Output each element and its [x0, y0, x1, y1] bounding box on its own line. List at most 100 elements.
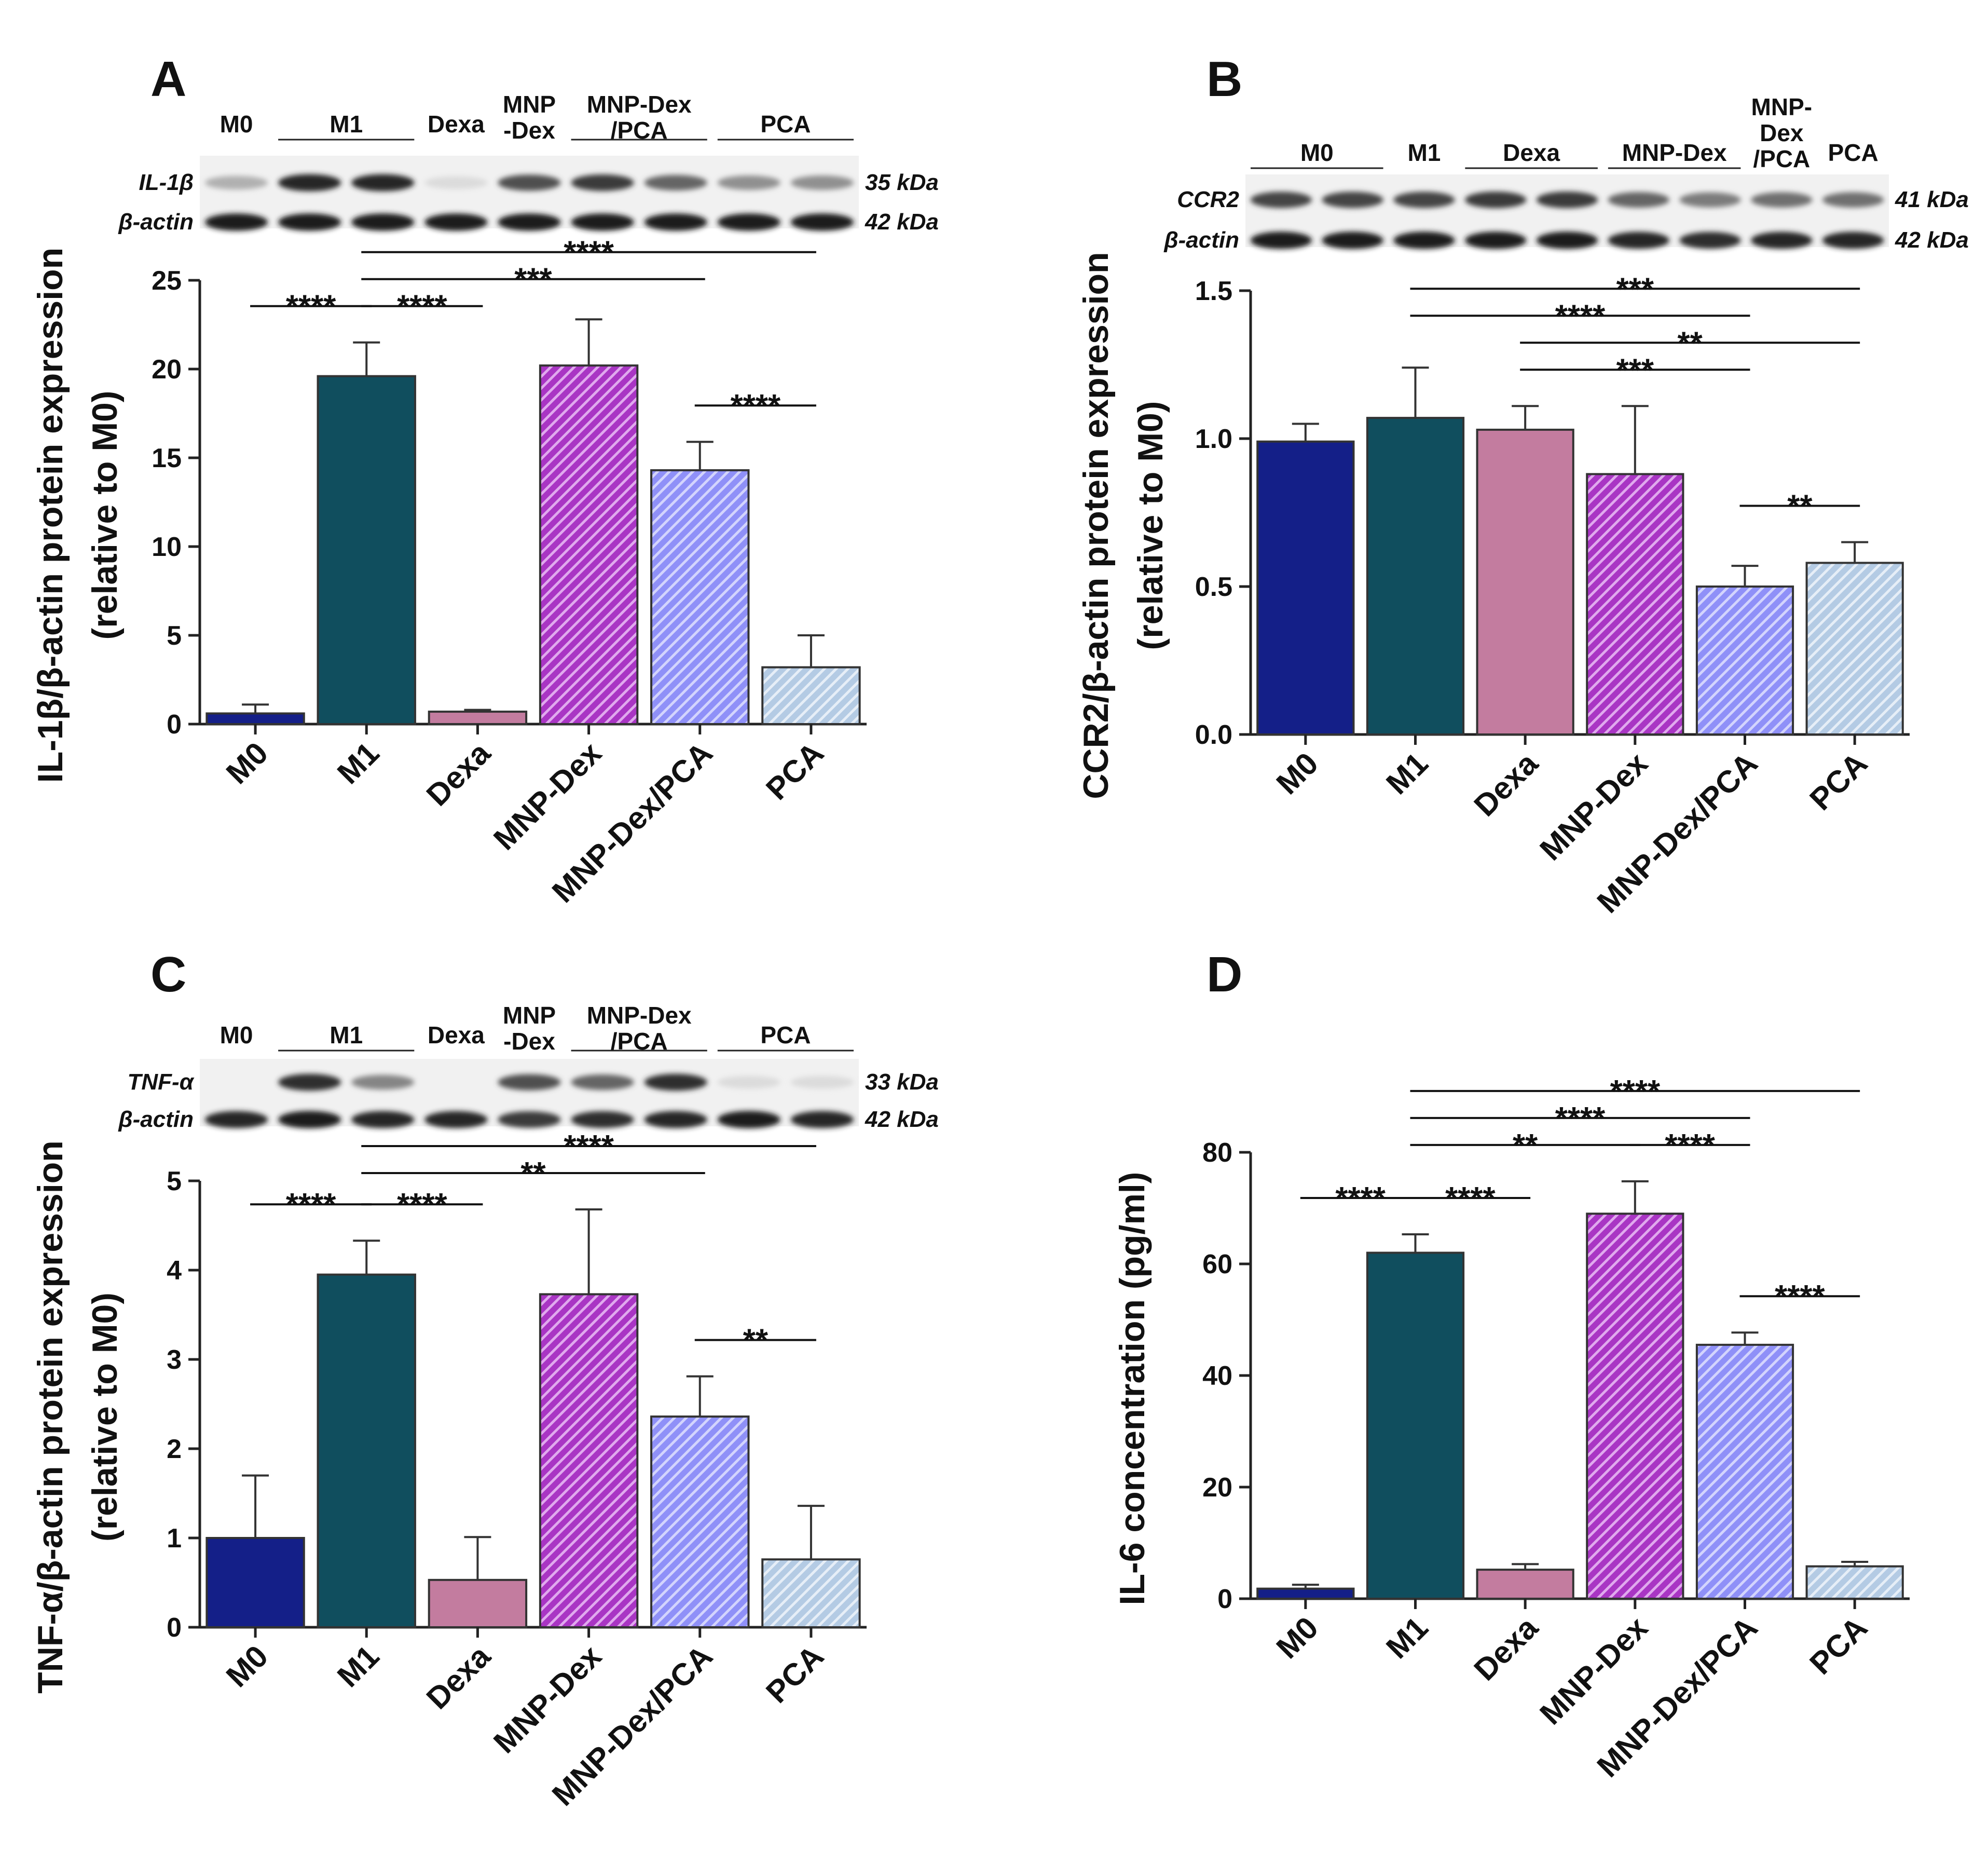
- significance-label: ****: [564, 1129, 614, 1165]
- x-tick-label: PCA: [759, 736, 830, 807]
- blot-band: [278, 213, 341, 231]
- y-tick-label: 0: [167, 710, 182, 740]
- blot-band: [571, 213, 634, 231]
- x-tick-label: PCA: [759, 1639, 830, 1710]
- blot-band: [644, 1073, 707, 1091]
- blot-band: [1608, 192, 1670, 208]
- y-tick-label: 0.0: [1195, 720, 1232, 750]
- bar-pca: [761, 1558, 861, 1629]
- significance-label: ****: [397, 1187, 447, 1223]
- blot-lane-label: PCA: [760, 111, 811, 138]
- bar-dexa: [1476, 428, 1574, 736]
- significance-label: ***: [1616, 352, 1654, 388]
- significance-label: ****: [1445, 1181, 1496, 1217]
- blot-band: [1536, 232, 1598, 249]
- blot-kda-label: 41 kDa: [1895, 187, 1969, 212]
- y-tick-label: 40: [1202, 1361, 1232, 1391]
- y-tick-label: 60: [1202, 1249, 1232, 1279]
- blot-band: [1822, 232, 1884, 249]
- panel-letter: B: [1206, 51, 1242, 107]
- significance-label: **: [1678, 325, 1703, 361]
- blot-protein-label: β-actin: [118, 209, 194, 235]
- blot-band: [1250, 192, 1312, 208]
- bar-mnp-dex-pca: [1695, 1343, 1794, 1600]
- blot-band: [1822, 192, 1884, 208]
- x-tick-label: M0: [220, 1639, 275, 1694]
- blot-band: [717, 213, 781, 231]
- y-tick-label: 25: [152, 266, 182, 296]
- y-tick-label: 20: [1202, 1473, 1232, 1503]
- blot-lane-label: PCA: [1828, 139, 1879, 166]
- panel-a: A 0 5 10 15 20 25 IL-1β/β-actin protein express…: [31, 51, 939, 909]
- y-tick-label: 0: [167, 1613, 182, 1643]
- y-tick-label: 5: [167, 621, 182, 651]
- blot-band: [498, 174, 561, 191]
- blot-band: [790, 1075, 854, 1089]
- blot-lane-label: M0: [1300, 139, 1334, 166]
- blot-kda-label: 42 kDa: [865, 209, 939, 235]
- panel-c: C 0 1 2 3 4 5 TNF-α/β-actin protein expression (…: [31, 947, 939, 1813]
- x-tick-label: M1: [331, 1639, 386, 1694]
- blot-lane-label: MNP-Dex: [503, 91, 556, 144]
- blot-band: [571, 1074, 634, 1090]
- blot-band: [717, 175, 781, 190]
- blot-protein-label: IL-1β: [139, 170, 194, 195]
- blot-protein-label: TNF-α: [128, 1069, 195, 1095]
- bar-m1: [317, 1273, 416, 1629]
- blot-lane-label: MNP-Dex/PCA: [1751, 93, 1813, 172]
- significance-label: ****: [1555, 1101, 1606, 1137]
- y-axis-label: IL-1β/β-actin protein expression: [31, 248, 70, 783]
- panel-letter: C: [150, 947, 186, 1002]
- significance-label: ***: [1616, 271, 1654, 307]
- x-tick-label: M1: [1379, 746, 1434, 801]
- x-tick-label: M0: [1270, 746, 1325, 801]
- bar-mnp-dex: [539, 1293, 639, 1628]
- bar-m0: [1256, 440, 1355, 736]
- panel-b: B 0.0 0.5 1.0 1.5 CCR2/β-actin protein expres…: [1076, 51, 1969, 920]
- blot-band: [498, 213, 561, 231]
- blot-band: [1608, 232, 1670, 249]
- x-tick-label: MNP-Dex: [487, 1639, 608, 1760]
- blot-lane-label: MNP-Dex/PCA: [587, 1002, 692, 1055]
- y-tick-label: 2: [167, 1434, 182, 1464]
- y-tick-label: 1.5: [1195, 276, 1232, 306]
- significance-label: ****: [1665, 1128, 1715, 1164]
- y-axis-label: IL-6 concentration (pg/ml): [1113, 1172, 1152, 1605]
- blot-lane-label: Dexa: [1503, 139, 1560, 166]
- blot-lane-label: M1: [1407, 139, 1441, 166]
- blot-kda-label: 42 kDa: [1895, 227, 1969, 253]
- blot-band: [1393, 232, 1455, 249]
- significance-label: ****: [731, 388, 781, 424]
- significance-label: ****: [286, 289, 336, 325]
- blot-lane-label: Dexa: [428, 111, 485, 138]
- panel-letter: A: [150, 51, 186, 107]
- blot-band: [278, 1111, 341, 1128]
- blot-band: [1393, 192, 1455, 208]
- blot-band: [351, 174, 415, 192]
- western-blot: TNF-α 33 kDa β-actin 42 kDa M0 M1 Dexa MNP -Dex M…: [118, 1002, 939, 1132]
- x-tick-label: M1: [1379, 1610, 1434, 1665]
- bar-m0: [1256, 1587, 1355, 1600]
- y-axis-label: TNF-α/β-actin protein expression: [31, 1140, 70, 1694]
- blot-protein-label: CCR2: [1177, 187, 1239, 212]
- x-tick-label: Dexa: [1468, 745, 1545, 823]
- blot-protein-label: β-actin: [1163, 227, 1239, 253]
- y-tick-label: 15: [152, 443, 182, 473]
- blot-band: [424, 1111, 488, 1128]
- bar-mnp-dex-pca: [650, 1415, 750, 1629]
- blot-band: [790, 175, 854, 190]
- blot-band: [424, 176, 488, 189]
- y-tick-label: 1.0: [1195, 424, 1232, 454]
- significance-label: ****: [1610, 1074, 1661, 1110]
- blot-lane-label: M0: [220, 1022, 253, 1048]
- western-blot: IL-1β 35 kDa β-actin 42 kDa M0 M1 Dexa MNP -Dex M…: [118, 91, 939, 235]
- blot-band: [1250, 232, 1312, 249]
- blot-lane-label: M1: [330, 111, 363, 138]
- bar-m0: [205, 1537, 305, 1628]
- blot-band: [1322, 192, 1383, 208]
- bar-mnp-dex: [539, 364, 639, 725]
- significance-label: **: [1513, 1128, 1538, 1164]
- y-tick-label: 5: [167, 1166, 182, 1196]
- blot-lane-label: MNP-Dex: [503, 1002, 556, 1055]
